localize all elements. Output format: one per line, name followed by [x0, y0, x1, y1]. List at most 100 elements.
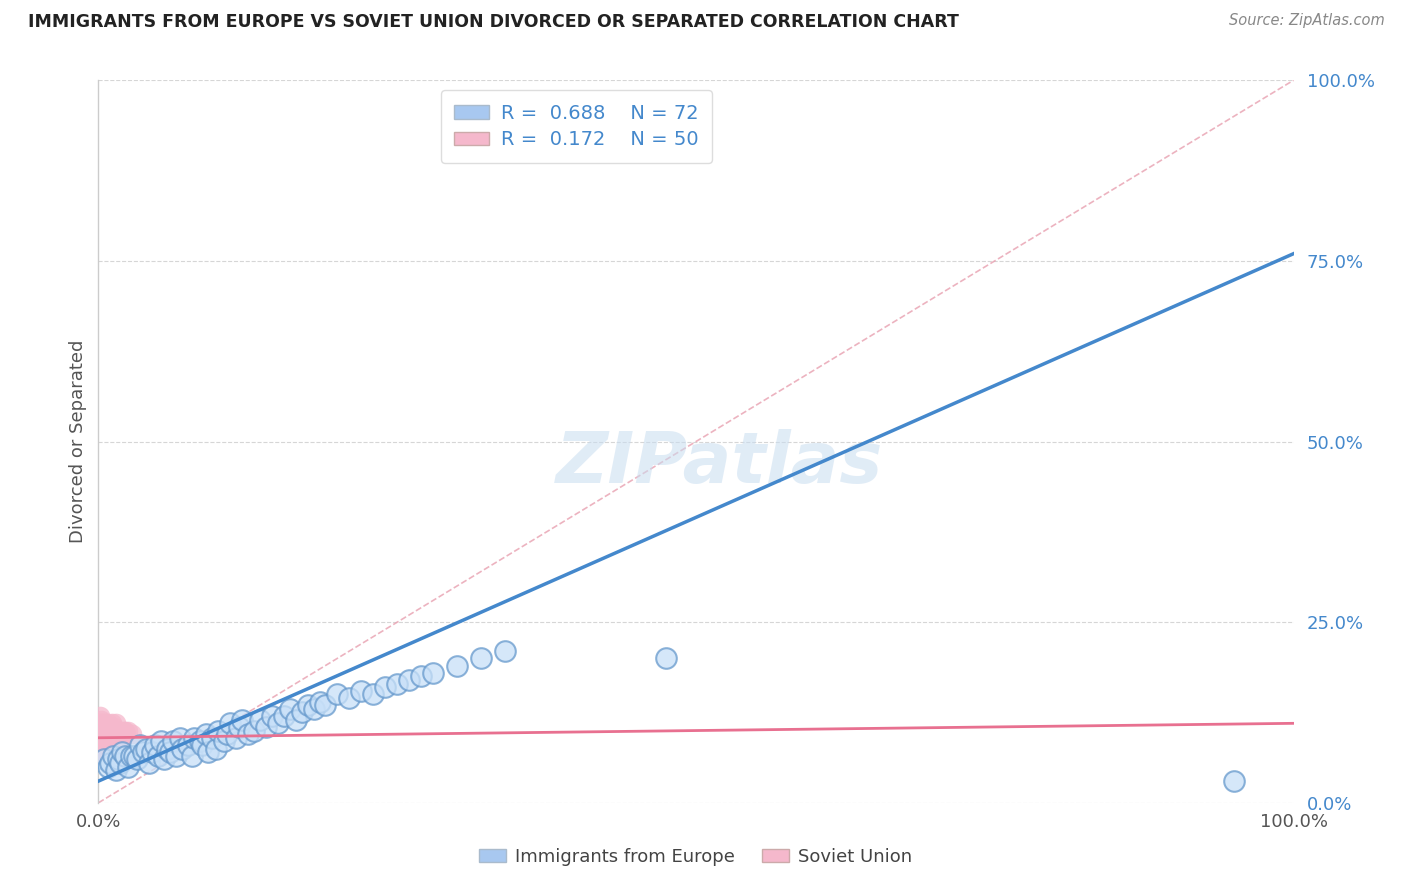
Point [96, 720, 118, 734]
Point [115, 727, 138, 741]
Point [107, 727, 129, 741]
Point [98, 723, 122, 738]
Point [105, 734, 128, 748]
Point [183, 731, 205, 745]
Point [165, 748, 187, 763]
Point [228, 720, 250, 734]
Point [254, 720, 277, 734]
Point [96, 727, 118, 741]
Point [87, 727, 110, 741]
Point [260, 709, 283, 723]
Point [243, 723, 266, 738]
Point [197, 745, 219, 759]
Point [97, 723, 120, 738]
Point [124, 748, 146, 763]
Point [195, 727, 218, 741]
Point [284, 713, 307, 727]
Point [112, 723, 135, 738]
Point [315, 698, 337, 713]
Point [110, 727, 132, 741]
Point [98, 720, 121, 734]
Point [385, 676, 409, 690]
Point [87, 723, 110, 738]
Point [188, 734, 211, 748]
Point [297, 698, 319, 713]
Point [191, 738, 214, 752]
Point [111, 731, 134, 745]
Point [89, 734, 111, 748]
Point [339, 691, 361, 706]
Point [121, 727, 143, 741]
Point [291, 706, 314, 720]
Point [398, 673, 420, 687]
Point [231, 713, 253, 727]
Point [172, 741, 194, 756]
Point [201, 731, 224, 745]
Point [94, 731, 117, 745]
Point [302, 702, 325, 716]
Point [411, 669, 433, 683]
Point [93, 727, 115, 741]
Point [100, 716, 122, 731]
Point [108, 756, 131, 770]
Point [308, 695, 330, 709]
Point [149, 734, 172, 748]
Point [87, 745, 110, 759]
Point [141, 745, 163, 759]
Point [236, 727, 259, 741]
Point [143, 738, 166, 752]
Point [91, 720, 114, 734]
Point [103, 720, 125, 734]
Legend: R =  0.688    N = 72, R =  0.172    N = 50: R = 0.688 N = 72, R = 0.172 N = 50 [440, 90, 713, 163]
Point [104, 723, 127, 738]
Point [363, 687, 385, 701]
Point [107, 752, 129, 766]
Point [129, 738, 152, 752]
Point [105, 764, 128, 778]
Point [87, 738, 110, 752]
Point [91, 727, 114, 741]
Point [125, 752, 148, 766]
Point [148, 748, 170, 763]
Point [94, 723, 117, 738]
Point [422, 665, 444, 680]
Point [326, 687, 349, 701]
Point [87, 716, 110, 731]
Point [91, 727, 114, 741]
Point [117, 760, 139, 774]
Point [217, 727, 239, 741]
Point [89, 709, 111, 723]
Point [108, 723, 131, 738]
Point [87, 734, 110, 748]
Point [111, 745, 134, 759]
Point [93, 752, 115, 766]
Point [155, 741, 177, 756]
Point [225, 731, 247, 745]
Point [169, 731, 191, 745]
Point [114, 723, 136, 738]
Point [267, 716, 290, 731]
Point [89, 723, 111, 738]
Point [101, 727, 124, 741]
Point [93, 716, 115, 731]
Point [103, 727, 125, 741]
Point [204, 741, 226, 756]
Point [90, 731, 112, 745]
Point [1223, 774, 1246, 789]
Point [105, 716, 128, 731]
Point [177, 738, 200, 752]
Text: ZIPatlas: ZIPatlas [557, 429, 883, 498]
Point [101, 748, 124, 763]
Y-axis label: Divorced or Separated: Divorced or Separated [69, 340, 87, 543]
Point [249, 713, 271, 727]
Point [90, 723, 112, 738]
Point [93, 734, 115, 748]
Point [107, 723, 129, 738]
Point [89, 741, 111, 756]
Point [89, 716, 111, 731]
Point [98, 738, 122, 752]
Point [87, 731, 110, 745]
Text: IMMIGRANTS FROM EUROPE VS SOVIET UNION DIVORCED OR SEPARATED CORRELATION CHART: IMMIGRANTS FROM EUROPE VS SOVIET UNION D… [28, 13, 959, 31]
Point [374, 680, 396, 694]
Point [655, 651, 678, 665]
